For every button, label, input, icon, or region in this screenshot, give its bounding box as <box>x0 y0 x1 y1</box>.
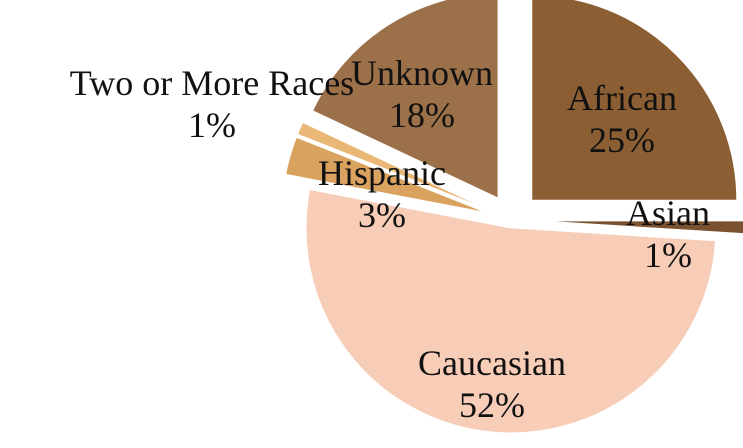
slice-label-asian: Asian <box>626 193 710 233</box>
pie-slice-caucasian <box>305 188 717 434</box>
slice-value-asian: 1% <box>644 235 692 275</box>
slice-label-unknown: Unknown <box>351 53 493 93</box>
slice-value-two-or-more-races: 1% <box>188 105 236 145</box>
slice-value-unknown: 18% <box>389 95 455 135</box>
pie-slice-hispanic <box>285 136 488 214</box>
pie-slice-unknown <box>311 0 499 199</box>
pie-slice-african <box>531 0 738 201</box>
slice-label-african: African <box>567 78 677 118</box>
pie-slice-asian <box>539 220 743 235</box>
slice-label-hispanic: Hispanic <box>318 153 446 193</box>
pie-slices <box>285 0 743 434</box>
slice-value-caucasian: 52% <box>459 385 525 425</box>
slice-label-two-or-more-races: Two or More Races <box>70 63 354 103</box>
pie-slice-two-or-more-races <box>296 121 489 211</box>
slice-label-caucasian: Caucasian <box>418 343 566 383</box>
slice-value-hispanic: 3% <box>358 195 406 235</box>
pie-labels: African25%Asian1%Caucasian52%Hispanic3%T… <box>70 53 710 425</box>
slice-value-african: 25% <box>589 120 655 160</box>
